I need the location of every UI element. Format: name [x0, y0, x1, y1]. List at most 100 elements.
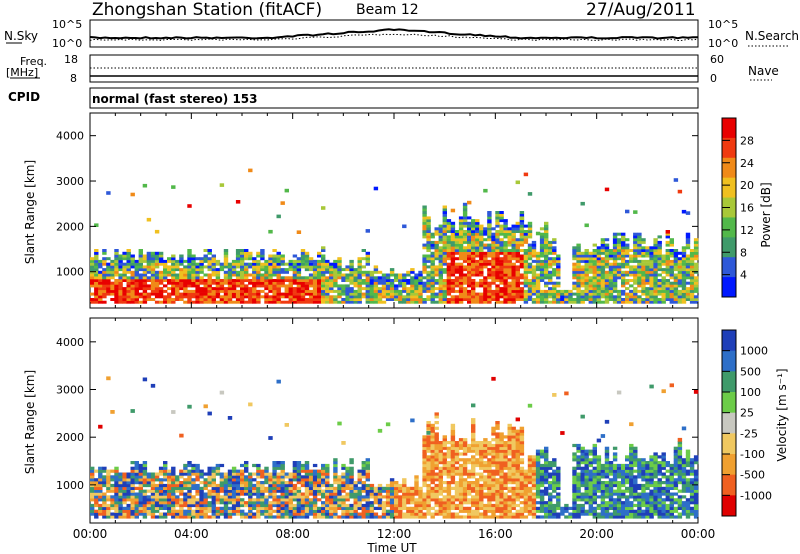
heatmap-cell: [337, 257, 342, 261]
heatmap-cell: [369, 298, 375, 301]
heatmap-cell: [122, 486, 127, 490]
heatmap-cell: [175, 276, 180, 280]
heatmap-cell: [142, 276, 148, 280]
heatmap-cell: [507, 463, 512, 468]
heatmap-cell: [499, 257, 504, 261]
heatmap-cell: [167, 486, 172, 490]
heatmap-cell: [604, 246, 610, 250]
heatmap-cell: [523, 254, 529, 258]
heatmap-cell: [454, 446, 460, 450]
heatmap-cell: [491, 438, 496, 442]
heatmap-cell: [94, 273, 99, 277]
heatmap-cell: [296, 495, 302, 499]
heatmap-cell: [389, 287, 395, 291]
heatmap-cell: [479, 478, 484, 482]
heatmap-cell: [515, 472, 520, 476]
heatmap-cell: [434, 246, 439, 250]
heatmap-cell: [126, 284, 131, 288]
heatmap-cell: [414, 298, 419, 301]
heatmap-cell: [531, 509, 537, 513]
heatmap-cell: [158, 495, 164, 499]
heatmap-cell: [154, 478, 160, 482]
heatmap-cell: [625, 279, 630, 282]
heatmap-cell: [527, 492, 533, 496]
heatmap-cell: [511, 249, 516, 252]
heatmap-cell: [649, 268, 654, 272]
heatmap-cell: [203, 492, 208, 496]
heatmap-cell: [438, 235, 443, 239]
heatmap-cell: [179, 486, 184, 490]
heatmap-cell: [244, 265, 249, 269]
heatmap-cell: [207, 481, 212, 485]
heatmap-cell: [268, 436, 273, 440]
heatmap-cell: [292, 472, 298, 476]
heatmap-cell: [150, 489, 156, 493]
heatmap-cell: [353, 295, 358, 299]
heatmap-cell: [171, 185, 176, 189]
heatmap-cell: [681, 273, 687, 277]
heatmap-cell: [308, 469, 314, 473]
heatmap-cell: [114, 506, 119, 510]
heatmap-cell: [248, 498, 253, 502]
heatmap-cell: [248, 503, 253, 508]
heatmap-cell: [608, 292, 614, 296]
heatmap-cell: [588, 262, 593, 266]
heatmap-cell: [264, 509, 269, 513]
heatmap-cell: [341, 498, 346, 502]
heatmap-cell: [661, 284, 666, 288]
heatmap-cell: [600, 279, 606, 282]
heatmap-cell: [154, 262, 160, 266]
heatmap-cell: [426, 512, 431, 516]
heatmap-cell: [677, 270, 683, 274]
heatmap-cell: [272, 284, 277, 288]
heatmap-cell: [195, 284, 200, 288]
heatmap-cell: [158, 300, 164, 304]
heatmap-cell: [365, 472, 370, 476]
heatmap-cell: [649, 265, 654, 269]
heatmap-cell: [475, 478, 480, 482]
heatmap-cell: [430, 469, 435, 473]
heatmap-cell: [467, 458, 472, 462]
heatmap-cell: [499, 463, 504, 468]
heatmap-cell: [268, 273, 273, 277]
heatmap-cell: [495, 515, 500, 519]
heatmap-cell: [657, 246, 662, 250]
heatmap-cell: [633, 276, 638, 280]
heatmap-cell: [446, 270, 452, 274]
heatmap-cell: [531, 486, 537, 490]
heatmap-cell: [365, 512, 370, 516]
heatmap-cell: [471, 300, 476, 304]
heatmap-cell: [272, 292, 277, 296]
heatmap-cell: [341, 284, 346, 288]
heatmap-cell: [458, 289, 464, 293]
heatmap-cell: [187, 492, 192, 496]
heatmap-cell: [414, 486, 419, 490]
heatmap-cell: [102, 257, 107, 261]
heatmap-cell: [442, 208, 447, 212]
heatmap-cell: [414, 273, 419, 277]
heatmap-cell: [296, 463, 302, 468]
heatmap-cell: [381, 287, 387, 291]
heatmap-cell: [430, 300, 435, 304]
heatmap-cell: [471, 512, 476, 516]
heatmap-cell: [377, 281, 383, 285]
heatmap-cell: [491, 455, 496, 459]
heatmap-cell: [434, 249, 439, 252]
heatmap-cell: [556, 298, 561, 301]
heatmap-cell: [276, 259, 281, 263]
heatmap-cell: [402, 284, 407, 288]
heatmap-cell: [527, 235, 533, 239]
heatmap-cell: [661, 254, 666, 258]
heatmap-cell: [122, 298, 127, 301]
heatmap-cell: [138, 486, 143, 490]
heatmap-cell: [199, 289, 204, 293]
heatmap-cell: [235, 254, 241, 258]
heatmap-cell: [645, 300, 650, 304]
heatmap-cell: [503, 501, 508, 505]
heatmap-cell: [171, 270, 176, 274]
heatmap-cell: [442, 230, 447, 233]
heatmap-cell: [475, 483, 480, 488]
heatmap-cell: [337, 489, 342, 493]
heatmap-cell: [629, 295, 634, 299]
